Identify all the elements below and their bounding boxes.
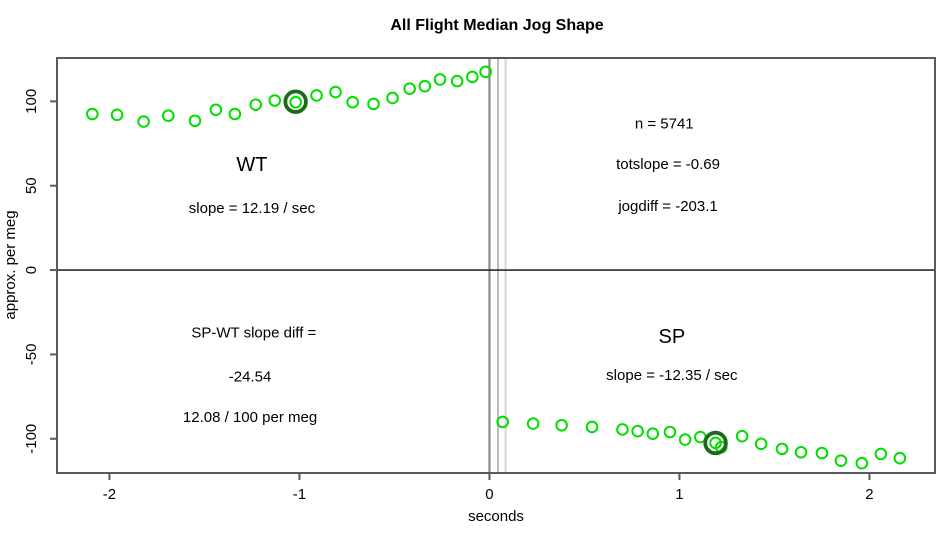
wt-data-point — [433, 73, 447, 86]
annotation-wt-label: WT — [236, 154, 267, 176]
sp-data-point — [834, 454, 848, 467]
annotation-spwt-diff-line3: 12.08 / 100 per meg — [183, 409, 317, 426]
annotation-spwt-diff-line1: SP-WT slope diff = — [191, 325, 316, 342]
sp-data-point — [893, 451, 907, 465]
wt-data-point — [367, 97, 380, 111]
y-tick-label: 0 — [23, 266, 40, 274]
x-tick-label: -2 — [103, 486, 116, 503]
sp-data-point — [855, 456, 869, 470]
wt-data-point — [188, 114, 202, 128]
sp-data-point — [663, 425, 677, 439]
y-tick-label: -100 — [23, 424, 40, 454]
sp-data-point — [631, 424, 644, 438]
wt-data-point — [249, 98, 263, 112]
sp-data-point — [616, 423, 629, 436]
wt-data-point — [479, 65, 492, 79]
sp-data-point — [678, 433, 692, 446]
wt-data-point — [450, 74, 464, 88]
wt-data-point — [268, 94, 282, 107]
sp-data-point — [754, 437, 768, 451]
sp-data-point — [555, 418, 568, 432]
annotation-jogdiff: jogdiff = -203.1 — [617, 198, 717, 215]
chart-title: All Flight Median Jog Shape — [390, 17, 603, 34]
sp-data-point — [585, 420, 599, 434]
sp-data-point — [526, 417, 540, 430]
wt-data-point — [418, 79, 432, 93]
x-tick-label: 0 — [485, 486, 493, 503]
sp-data-point — [794, 445, 808, 459]
wt-data-point — [386, 91, 399, 105]
annotation-sp-slope: slope = -12.35 / sec — [606, 367, 738, 384]
annotation-n-count: n = 5741 — [635, 116, 694, 133]
sp-data-point — [874, 447, 888, 461]
x-tick-label: -1 — [293, 486, 306, 503]
plot-generated-content: -2 -1 0 1 2 -100 -50 0 50 100 WT slope = 12.19 / se… — [23, 57, 936, 503]
sp-data-point — [496, 415, 510, 429]
wt-data-point — [310, 89, 323, 102]
y-tick-label: 50 — [23, 177, 40, 194]
sp-data-point — [735, 429, 749, 443]
y-axis-label: approx. per meg — [2, 210, 19, 319]
plot-border — [56, 57, 936, 474]
highlight-ring-wt — [283, 89, 308, 114]
x-tick-label: 2 — [865, 486, 873, 503]
wt-data-point — [346, 95, 359, 109]
wt-data-point — [110, 108, 124, 122]
wt-data-point — [289, 95, 302, 109]
wt-data-point — [228, 107, 242, 121]
wt-data-point — [329, 85, 342, 99]
wt-data-point — [466, 70, 479, 84]
wt-data-point — [209, 103, 223, 117]
x-axis-label: seconds — [468, 508, 524, 525]
y-tick-label: 100 — [23, 89, 40, 114]
annotation-wt-slope: slope = 12.19 / sec — [189, 200, 316, 217]
wt-data-point — [162, 109, 175, 122]
wt-data-point — [86, 107, 99, 121]
sp-data-point — [775, 442, 789, 456]
x-tick-label: 1 — [675, 486, 683, 503]
y-tick-label: -50 — [23, 344, 40, 366]
sp-data-point — [646, 427, 660, 440]
sp-data-point — [815, 446, 829, 460]
annotation-totslope: totslope = -0.69 — [616, 156, 720, 173]
wt-data-point — [403, 82, 416, 96]
annotation-spwt-diff-line2: -24.54 — [229, 369, 272, 386]
highlight-ring-sp — [703, 430, 728, 456]
annotation-sp-label: SP — [659, 326, 686, 348]
wt-data-point — [137, 115, 150, 128]
